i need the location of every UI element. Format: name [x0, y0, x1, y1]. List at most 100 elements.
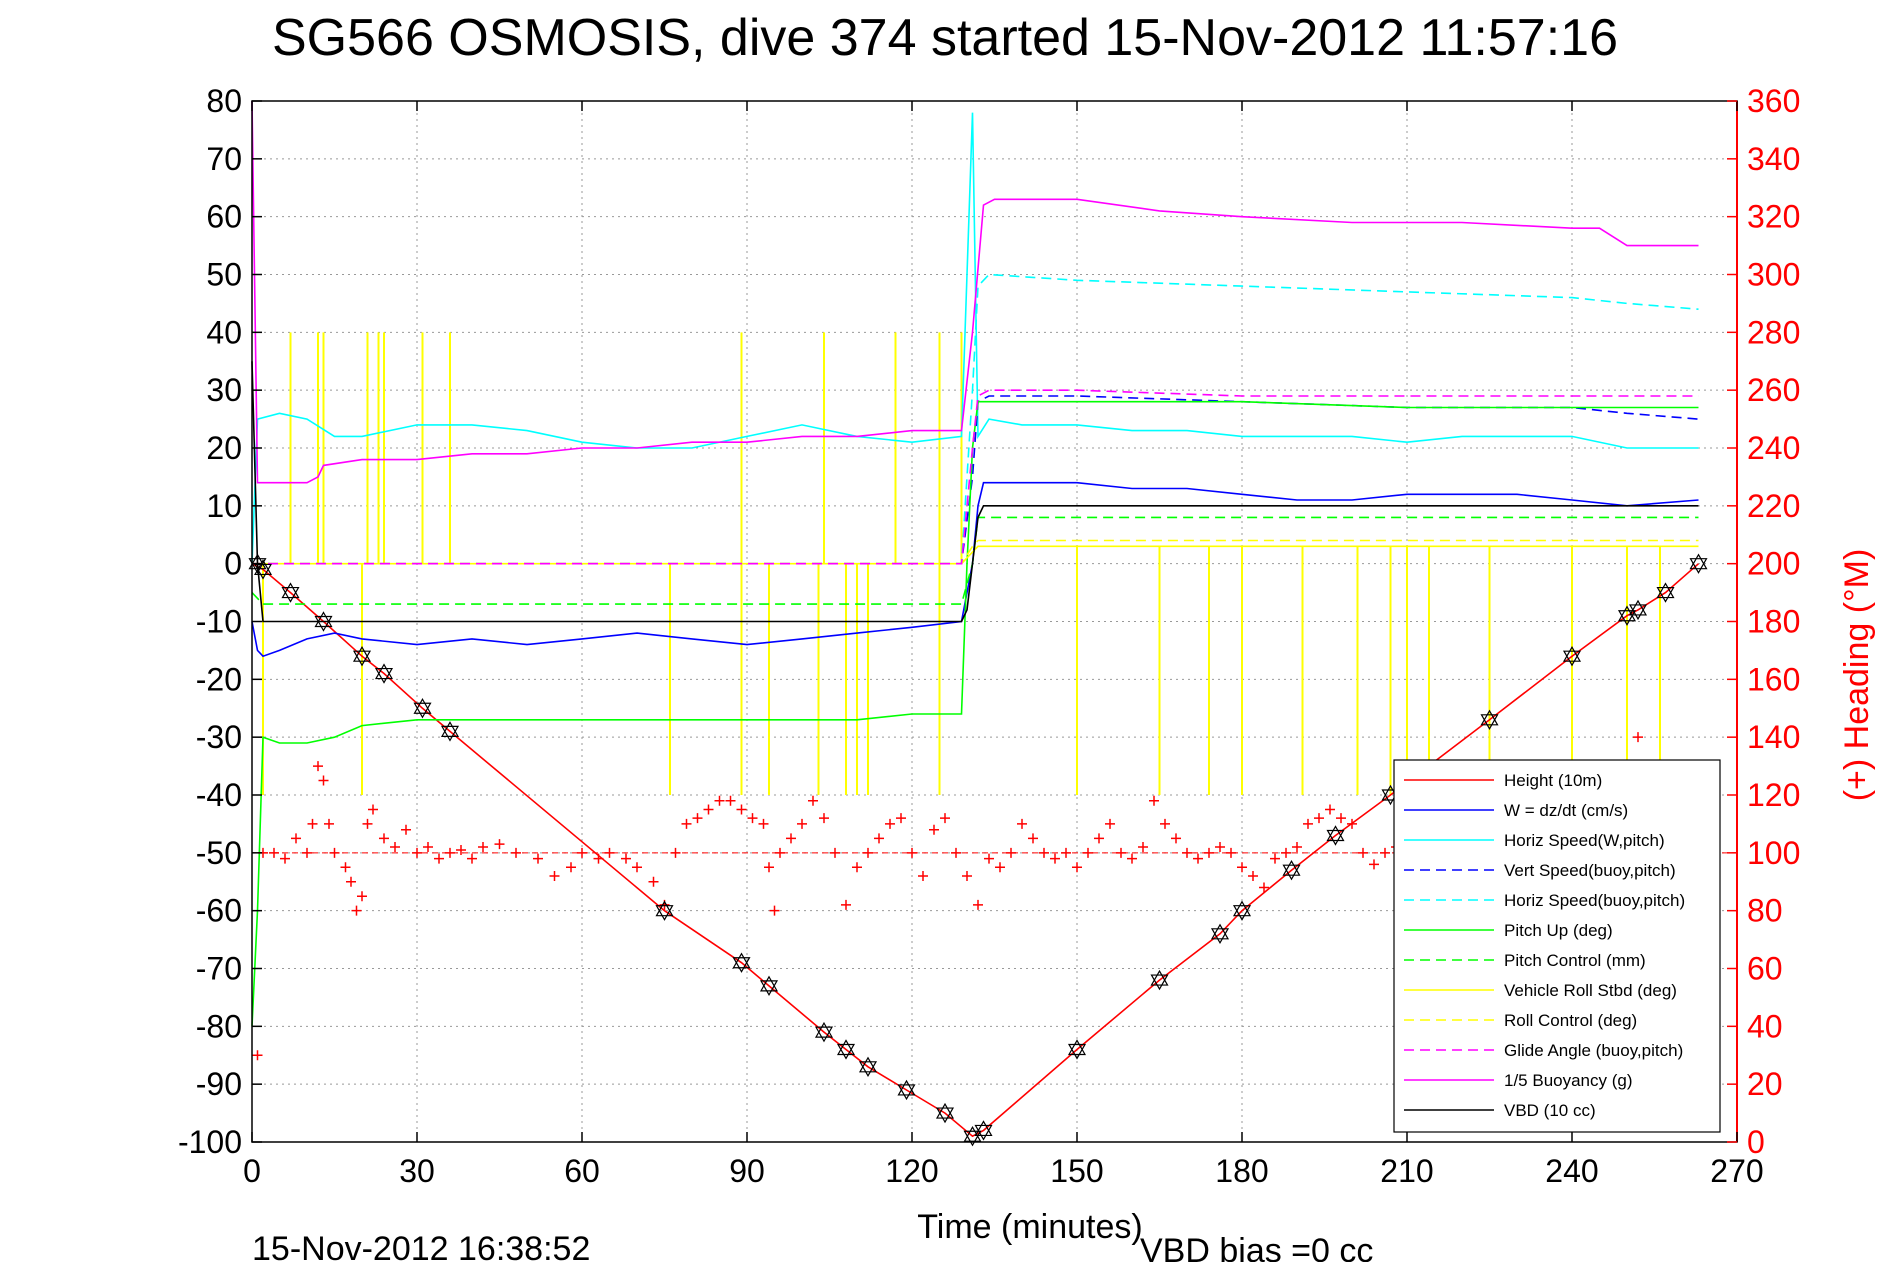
heading-marker [533, 853, 543, 864]
heading-marker [863, 847, 873, 858]
heading-marker [1193, 853, 1203, 864]
x-tick-label: 270 [1710, 1153, 1763, 1189]
height-marker [1232, 900, 1252, 921]
height-marker [759, 975, 779, 997]
height-marker [1210, 923, 1230, 945]
y-tick-label-left: 30 [206, 372, 242, 408]
heading-marker [511, 847, 521, 858]
height-marker [413, 698, 432, 719]
x-tick-label: 30 [399, 1153, 435, 1189]
series-line [252, 545, 1699, 565]
heading-marker [1127, 853, 1137, 864]
height-marker [440, 721, 460, 742]
heading-marker [907, 847, 917, 858]
heading-marker [918, 870, 928, 881]
x-axis-label: Time (minutes) [917, 1208, 1142, 1246]
heading-marker [1259, 882, 1269, 893]
heading-marker [703, 804, 714, 815]
heading-marker [725, 795, 736, 806]
y-tick-label-right: 120 [1747, 777, 1800, 813]
heading-marker [852, 862, 862, 873]
y-tick-label-right: 280 [1747, 314, 1800, 350]
heading-marker [797, 818, 807, 829]
heading-marker [769, 905, 780, 916]
legend-label: 1/5 Buoyancy (g) [1504, 1071, 1633, 1090]
heading-marker [1281, 847, 1291, 858]
heading-marker [621, 853, 631, 864]
heading-marker [1006, 847, 1016, 858]
legend-label: Pitch Control (mm) [1504, 951, 1646, 970]
y-tick-label-left: -40 [196, 777, 242, 813]
y-tick-label-right: 260 [1747, 372, 1800, 408]
y-tick-label-left: 0 [224, 546, 242, 582]
heading-marker [1149, 795, 1159, 806]
heading-marker [1380, 847, 1390, 858]
legend-label: Vert Speed(buoy,pitch) [1504, 861, 1676, 880]
legend-label: Height (10m) [1504, 771, 1602, 790]
heading-marker [313, 761, 323, 772]
legend-label: W = dz/dt (cm/s) [1504, 801, 1628, 820]
heading-marker [324, 818, 334, 829]
heading-marker [1303, 818, 1313, 829]
height-marker [858, 1056, 878, 1078]
heading-marker [351, 905, 362, 916]
y-tick-label-right: 80 [1747, 893, 1783, 929]
heading-marker [1050, 853, 1060, 864]
heading-marker [632, 862, 642, 873]
heading-marker [412, 847, 422, 858]
height-marker [281, 582, 300, 603]
heading-marker [434, 853, 444, 864]
heading-marker [1017, 818, 1027, 829]
y-tick-label-left: -90 [196, 1066, 242, 1102]
x-tick-label: 90 [729, 1153, 765, 1189]
heading-marker [764, 862, 774, 873]
legend-label: Horiz Speed(buoy,pitch) [1504, 891, 1685, 910]
heading-marker [549, 870, 560, 881]
y-tick-label-left: -100 [178, 1124, 242, 1160]
heading-marker [494, 839, 505, 850]
heading-marker [830, 847, 840, 858]
heading-marker [896, 813, 906, 824]
heading-marker [1633, 732, 1643, 743]
heading-marker [1083, 847, 1093, 858]
y-tick-label-right: 140 [1747, 719, 1800, 755]
heading-marker [318, 775, 329, 786]
height-marker [253, 559, 273, 580]
heading-marker [357, 891, 367, 902]
heading-marker [758, 818, 769, 829]
height-marker [352, 645, 372, 667]
height-marker [1282, 859, 1301, 881]
height-marker [314, 611, 333, 632]
footer-vbd-bias: VBD bias =0 cc [1140, 1232, 1373, 1262]
heading-marker [252, 1050, 263, 1061]
y-tick-label-left: -30 [196, 719, 242, 755]
height-marker [1067, 1039, 1087, 1060]
heading-marker [1105, 818, 1115, 829]
x-tick-label: 120 [885, 1153, 938, 1189]
y-tick-label-left: 70 [206, 141, 242, 177]
heading-marker [1171, 833, 1181, 844]
series-line [251, 100, 1699, 484]
legend-label: Pitch Up (deg) [1504, 921, 1613, 940]
y-tick-label-right: 0 [1747, 1124, 1765, 1160]
y-tick-label-left: -80 [196, 1008, 242, 1044]
y-axis-right: 3603403203002802602402202001801601401201… [1727, 83, 1800, 1160]
heading-marker [681, 818, 692, 829]
heading-marker [973, 899, 983, 910]
heading-marker [775, 847, 785, 858]
x-tick-label: 210 [1380, 1153, 1433, 1189]
x-tick-label: 150 [1050, 1153, 1103, 1189]
heading-marker [604, 847, 615, 858]
heading-marker [362, 818, 373, 829]
heading-marker [1116, 847, 1126, 858]
y-tick-label-left: -50 [196, 835, 242, 871]
heading-marker [1248, 870, 1258, 881]
y-tick-label-left: 50 [206, 257, 242, 293]
heading-marker [1237, 862, 1247, 873]
y-tick-label-left: -20 [196, 661, 242, 697]
heading-marker [885, 818, 895, 829]
height-marker [1326, 825, 1345, 846]
heading-marker [1160, 818, 1170, 829]
heading-marker [984, 853, 994, 864]
